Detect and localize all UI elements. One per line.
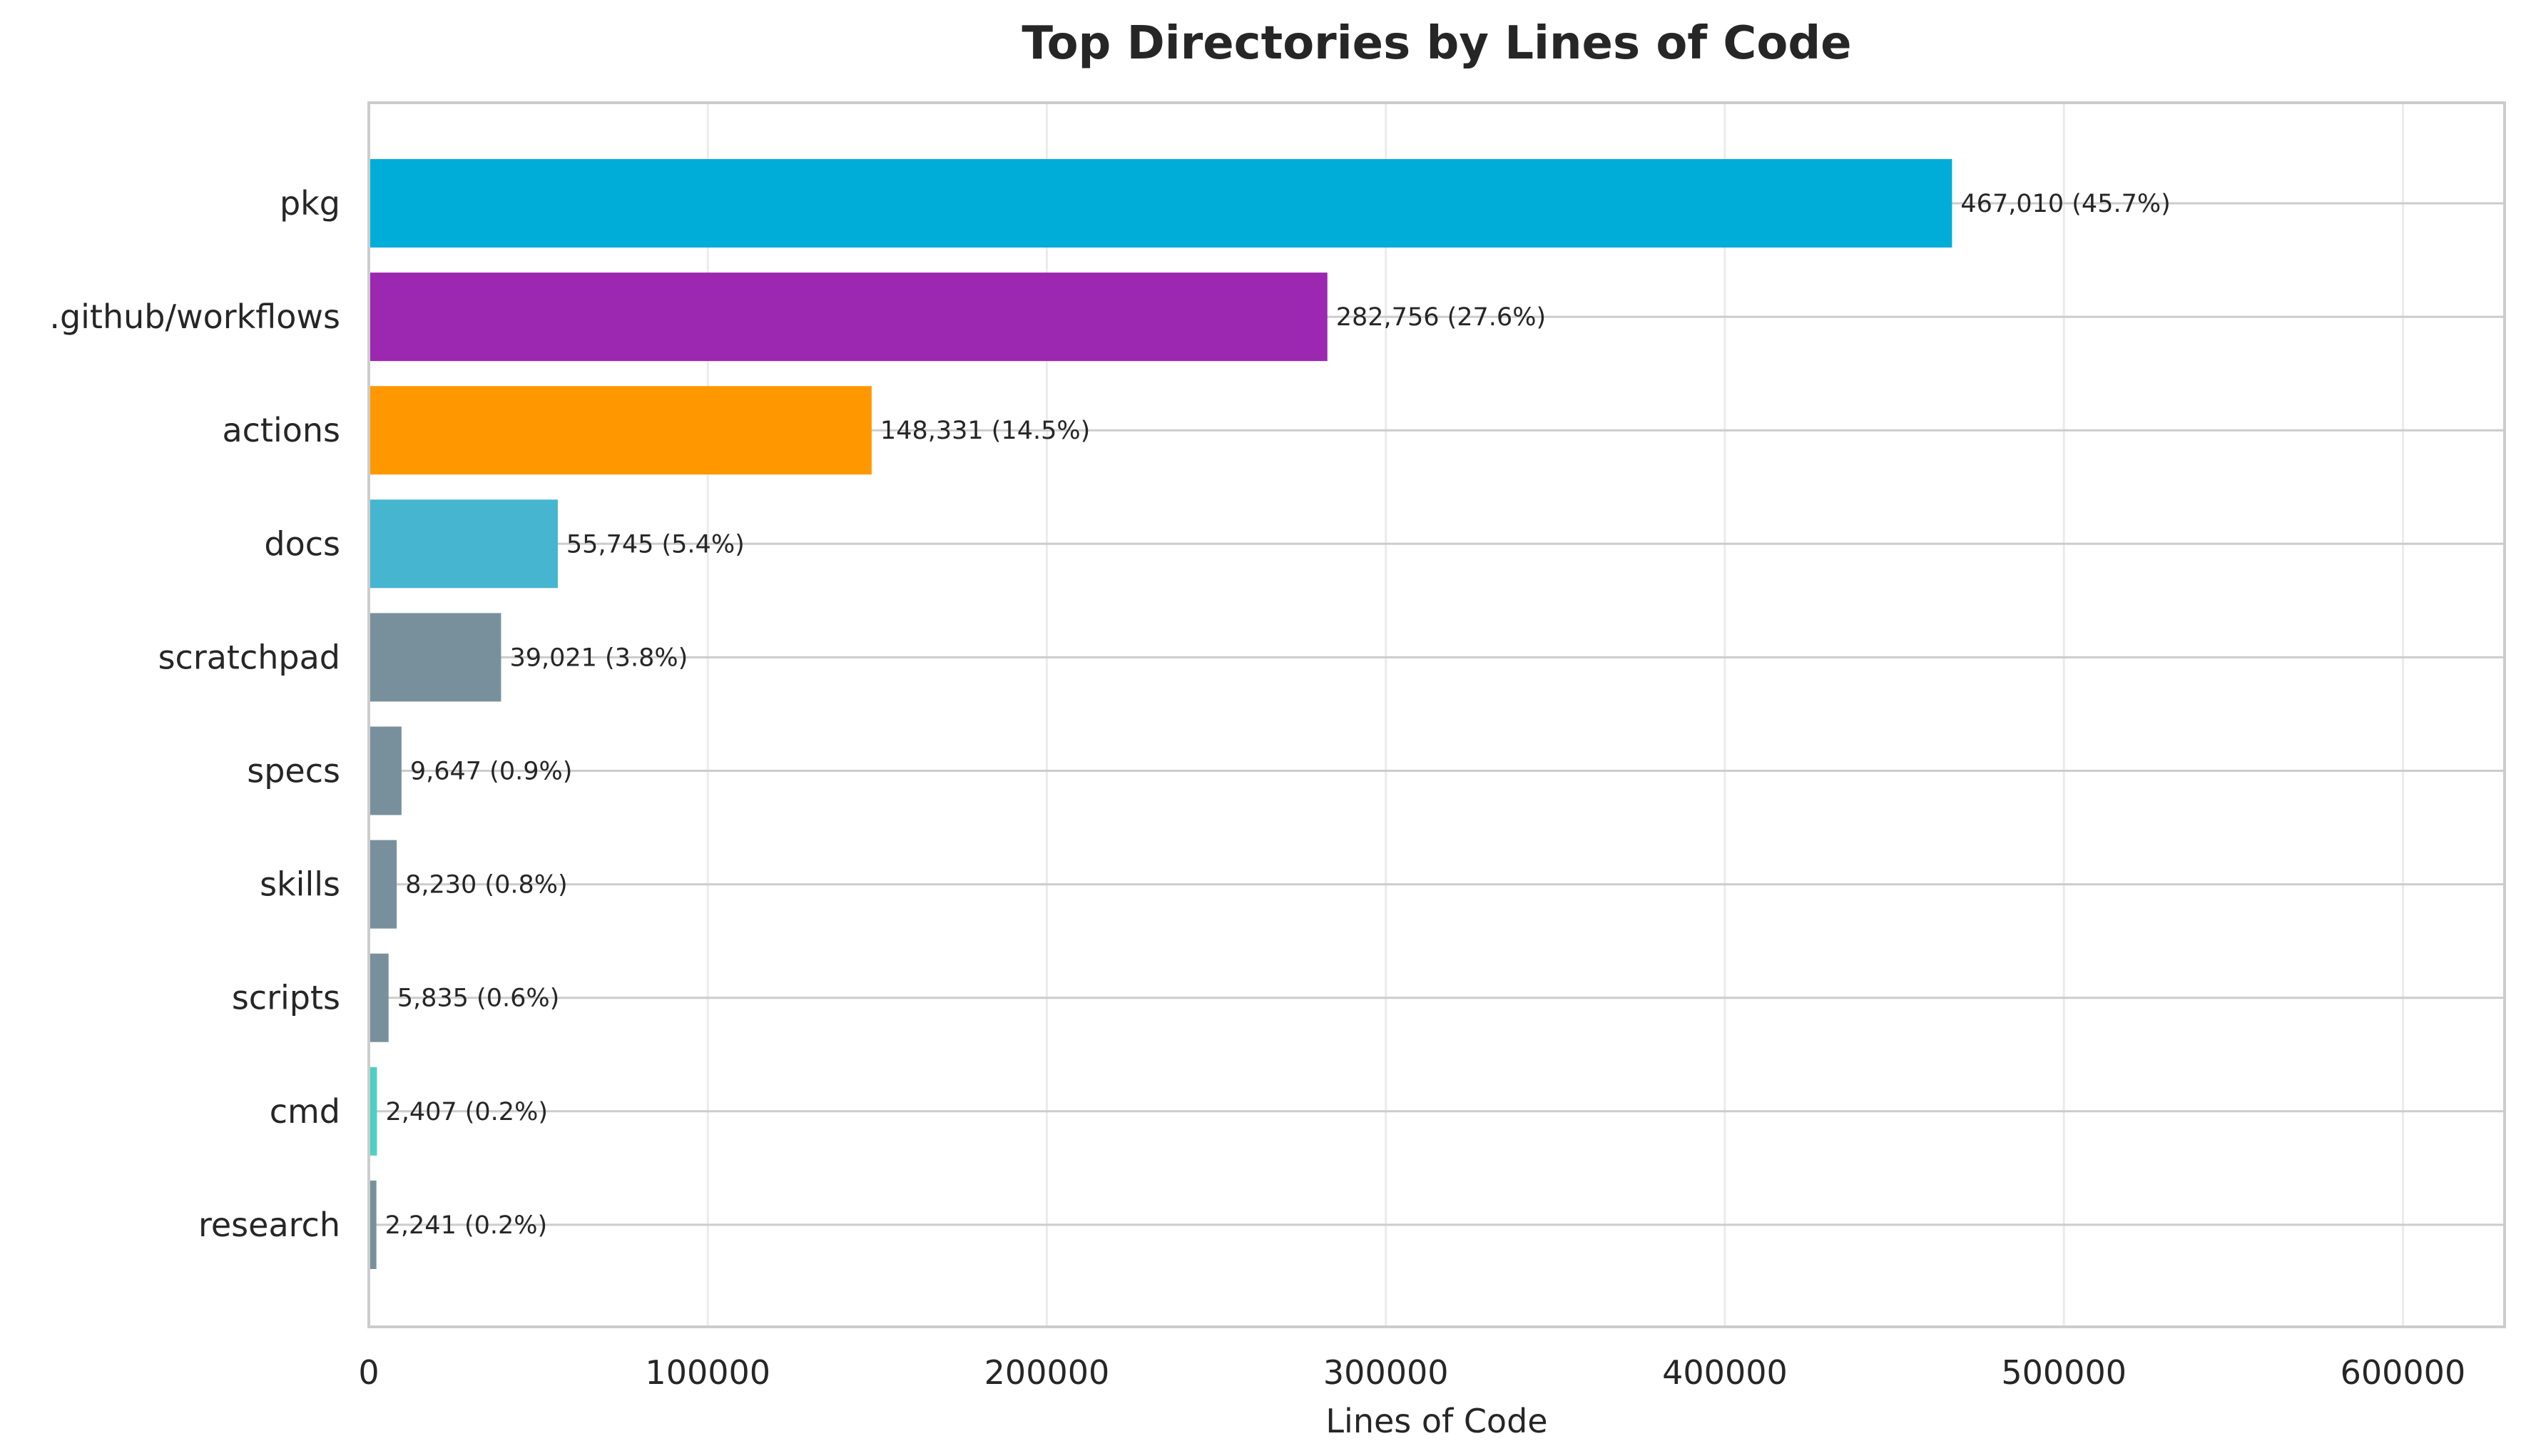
bar	[369, 613, 501, 702]
label-layer: 467,010 (45.7%) pkg 282,756 (27.6%) .github…	[49, 184, 2465, 1392]
plot-frame	[367, 101, 2506, 1328]
x-tick-label: 200000	[984, 1353, 1110, 1392]
x-tick-label: 400000	[1662, 1353, 1788, 1392]
data-label: 2,241 (0.2%)	[385, 1211, 548, 1240]
x-tick-label: 500000	[2001, 1353, 2127, 1392]
category-label: specs	[247, 752, 340, 790]
bar	[369, 726, 402, 815]
data-label: 467,010 (45.7%)	[1960, 190, 2170, 218]
x-tick-label: 600000	[2341, 1353, 2466, 1392]
x-tick-label: 100000	[645, 1353, 770, 1392]
category-label: cmd	[270, 1092, 340, 1131]
data-label: 148,331 (14.5%)	[880, 417, 1090, 445]
category-label: actions	[222, 411, 340, 449]
category-label: .github/workflows	[49, 297, 340, 336]
bar	[369, 273, 1328, 362]
bar	[369, 386, 872, 475]
data-label: 5,835 (0.6%)	[397, 984, 560, 1013]
category-label: scratchpad	[158, 638, 340, 676]
bar	[369, 159, 1952, 248]
category-label: skills	[260, 865, 340, 904]
bar	[369, 499, 558, 589]
x-axis-label: Lines of Code	[1325, 1402, 1547, 1440]
bar-layer	[369, 159, 1952, 1269]
x-tick-label: 0	[358, 1353, 379, 1392]
category-label: pkg	[280, 184, 340, 223]
category-label: docs	[264, 524, 340, 563]
data-label: 55,745 (5.4%)	[566, 530, 745, 559]
data-label: 2,407 (0.2%)	[385, 1098, 548, 1126]
data-label: 8,230 (0.8%)	[405, 871, 568, 900]
data-label: 282,756 (27.6%)	[1336, 303, 1546, 332]
bar	[369, 953, 389, 1042]
x-tick-label: 300000	[1323, 1353, 1449, 1392]
data-label: 9,647 (0.9%)	[410, 758, 573, 786]
category-label: scripts	[232, 979, 340, 1017]
data-label: 39,021 (3.8%)	[509, 643, 688, 672]
bar	[369, 840, 397, 929]
chart-title: Top Directories by Lines of Code	[1022, 17, 1851, 70]
bar	[369, 1066, 377, 1156]
bar	[369, 1180, 377, 1269]
category-label: research	[198, 1206, 340, 1244]
